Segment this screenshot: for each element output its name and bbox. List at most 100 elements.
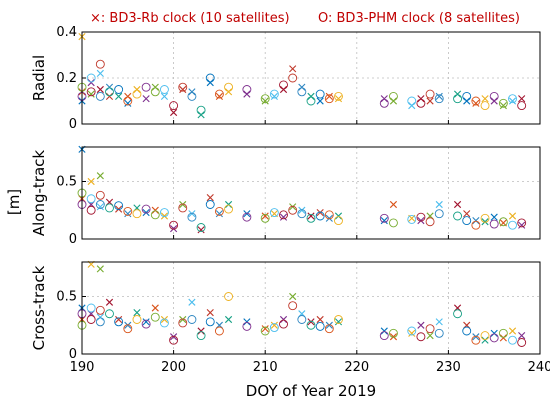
data-point-x [87,90,95,98]
data-point-o [407,96,417,106]
data-point-o [196,331,206,341]
data-point-x [289,65,297,73]
data-point-o [315,211,325,221]
data-point-o [141,82,151,92]
data-point-o [178,203,188,213]
data-point-o [159,208,169,218]
data-point-x [124,210,132,218]
panel-y-axis-label: Along-track [30,150,48,237]
data-point-x [298,83,306,91]
data-point-o [159,318,169,328]
legend-rb: ×: BD3-Rb clock (10 satellites) [90,11,290,26]
data-point-o [498,98,508,108]
x-tick-label: 210 [253,360,278,375]
data-point-o [324,94,334,104]
data-point-o [306,96,316,106]
data-point-o [517,101,527,111]
data-point-x [518,95,526,103]
data-point-x [481,336,489,344]
x-tick-label: 190 [70,360,95,375]
data-point-x [170,108,178,117]
data-point-o [388,91,398,101]
series-rb [78,260,526,344]
data-point-o [480,213,490,223]
data-point-x [417,321,425,329]
data-point-o [224,82,234,92]
data-point-o [123,96,133,106]
data-point-o [242,85,252,94]
data-point-o [471,335,481,345]
data-point-o [114,85,124,94]
data-point-x [279,315,288,324]
data-point-o [434,209,444,219]
data-point-o [86,73,96,83]
series-rb [78,33,526,119]
data-point-x [334,212,343,220]
data-point-x [142,208,150,217]
data-point-x [197,226,205,234]
data-point-o [224,204,234,214]
data-point-o [269,208,279,218]
data-point-o [150,210,160,220]
data-point-x [417,217,425,225]
data-point-o [416,332,426,342]
data-point-o [434,94,444,104]
data-point-o [306,320,316,330]
data-point-o [187,212,197,222]
data-point-o [95,190,105,200]
data-point-o [150,87,160,97]
data-point-x [206,309,214,317]
data-point-x [96,69,104,77]
y-tick-label: 0.5 [56,175,77,190]
data-point-x [261,212,269,220]
series-phm [77,188,527,232]
data-point-x [87,177,95,186]
data-point-o [86,87,96,97]
data-point-x [508,327,517,335]
data-point-o [315,89,325,99]
data-point-x [188,298,196,306]
y-tick-label: 0 [69,117,77,132]
data-point-o [416,212,426,222]
data-point-x [133,85,141,94]
data-point-x [472,217,480,225]
data-point-x [490,97,498,105]
x-tick-label: 230 [436,360,461,375]
data-point-o [105,203,114,213]
data-point-x [279,213,288,221]
panel-frame [81,31,541,125]
data-point-x [334,318,343,326]
data-point-o [141,319,151,329]
data-point-x [179,315,187,324]
data-point-x [453,90,462,98]
data-point-x [463,210,471,218]
data-point-x [279,85,288,94]
data-point-o [334,216,343,226]
data-point-o [187,315,197,324]
data-point-x [105,92,114,100]
data-point-x [133,309,141,317]
data-point-x [206,194,214,202]
data-point-x [160,92,169,100]
data-point-o [334,315,343,324]
data-point-o [508,220,517,230]
data-point-x [316,315,324,324]
data-point-o [498,217,508,227]
data-point-x [435,200,443,209]
data-point-o [279,210,288,220]
data-point-x [389,200,398,209]
data-point-x [307,212,315,220]
x-axis-label: DOY of Year 2019 [246,382,376,400]
data-point-o [498,328,508,338]
x-tick-label: 240 [528,360,550,375]
data-point-x [270,321,278,329]
data-point-x [151,304,159,312]
data-point-o [297,315,307,324]
data-point-x [490,329,498,337]
data-point-x [316,208,324,217]
data-point-o [269,323,279,332]
data-point-o [150,312,160,322]
data-point-o [388,328,398,338]
